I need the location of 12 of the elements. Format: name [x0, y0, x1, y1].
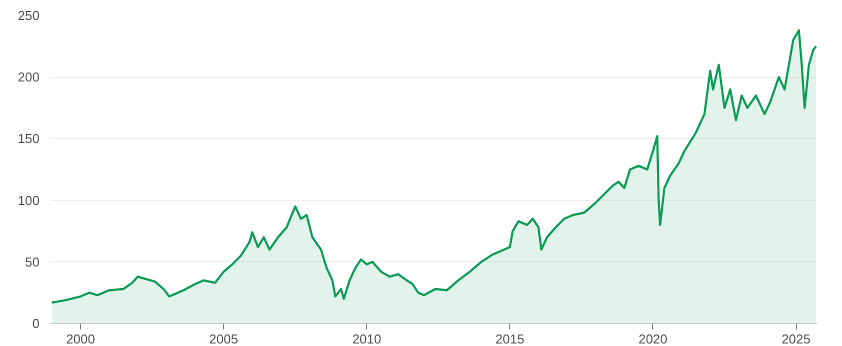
x-tick-label: 2010 — [352, 332, 382, 346]
x-tick-label: 2020 — [638, 332, 668, 346]
y-tick-label: 250 — [18, 8, 40, 23]
x-tick-label: 2005 — [209, 332, 238, 346]
y-tick-label: 0 — [32, 316, 40, 331]
y-tick-label: 150 — [18, 131, 40, 146]
y-tick-label: 50 — [25, 254, 40, 270]
y-tick-label: 200 — [18, 70, 40, 85]
x-tick-label: 2015 — [495, 332, 524, 346]
y-tick-label: 100 — [18, 192, 40, 208]
x-tick-label: 2025 — [782, 332, 810, 346]
x-tick-label: 2000 — [66, 332, 96, 346]
